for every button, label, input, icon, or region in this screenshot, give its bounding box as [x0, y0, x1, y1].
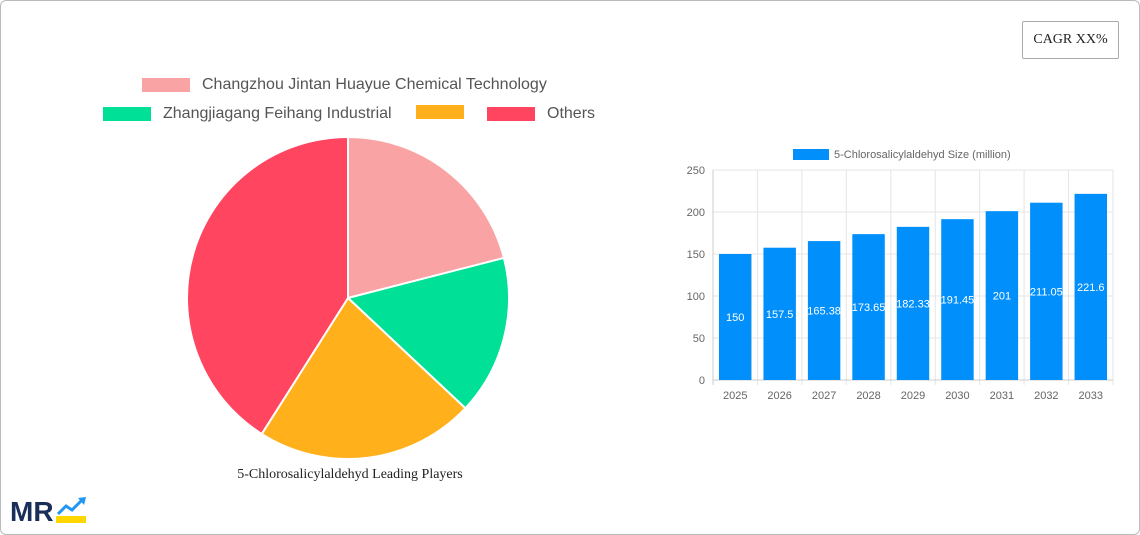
data-label: 191.45: [941, 295, 975, 307]
bar-legend[interactable]: 5-Chlorosalicylaldehyd Size (million): [793, 149, 1011, 161]
data-label: 173.65: [852, 302, 886, 314]
mr-forecast-logo: MR: [10, 496, 86, 526]
legend-swatch: [142, 78, 190, 92]
cagr-button[interactable]: CAGR XX%: [1022, 21, 1119, 59]
pie-slice-1[interactable]: [345, 256, 510, 410]
legend-swatch: [416, 105, 464, 119]
x-tick-label: 2031: [990, 390, 1014, 402]
legend-label: Others: [547, 105, 596, 122]
data-label: 150: [726, 312, 744, 324]
pie-slice-2[interactable]: [260, 296, 467, 460]
legend-item-2[interactable]: [416, 105, 476, 119]
y-tick-label: 100: [687, 291, 705, 303]
data-label: 157.5: [766, 309, 794, 321]
data-label: 201: [993, 291, 1011, 303]
bar-2027[interactable]: [807, 241, 841, 380]
bar-legend-label: 5-Chlorosalicylaldehyd Size (million): [834, 149, 1011, 161]
legend-swatch: [103, 107, 151, 121]
legend-item-0[interactable]: Changzhou Jintan Huayue Chemical Technol…: [142, 76, 547, 94]
x-tick-label: 2032: [1034, 390, 1058, 402]
x-tick-label: 2030: [945, 390, 969, 402]
svg-text:MR: MR: [10, 496, 54, 526]
data-label: 182.33: [896, 298, 930, 310]
data-label: 211.05: [1030, 286, 1063, 298]
x-tick-label: 2026: [767, 390, 791, 402]
legend-label: Zhangjiagang Feihang Industrial: [163, 105, 392, 122]
bar-chart: 5-Chlorosalicylaldehyd Size (million) 0 50…: [687, 149, 1114, 402]
legend-swatch: [487, 107, 535, 121]
data-label: 221.6: [1077, 282, 1105, 294]
pie-title: 5-Chlorosalicylaldehyd Leading Players: [237, 467, 463, 482]
bar-2026[interactable]: [763, 247, 796, 380]
y-tick-label: 200: [687, 207, 705, 219]
y-tick-label: 250: [687, 165, 705, 177]
bar-2032[interactable]: [1030, 202, 1063, 380]
x-tick-label: 2028: [856, 390, 880, 402]
pie-slice-0[interactable]: [347, 135, 506, 300]
pie-slice-3[interactable]: [186, 135, 349, 436]
bar-2033[interactable]: [1074, 193, 1107, 380]
bar-2028[interactable]: [852, 234, 885, 380]
x-tick-label: 2025: [723, 390, 747, 402]
bar-2031[interactable]: [985, 211, 1019, 380]
x-tick-label: 2029: [901, 390, 925, 402]
legend-item-3[interactable]: Others: [487, 105, 595, 123]
x-tick-label: 2027: [812, 390, 836, 402]
legend-label: Changzhou Jintan Huayue Chemical Technol…: [202, 76, 547, 93]
data-label: 165.38: [807, 306, 841, 318]
bar-2029[interactable]: [896, 226, 930, 380]
legend-item-1[interactable]: Zhangjiagang Feihang Industrial: [103, 105, 392, 123]
pie-chart: [186, 135, 510, 460]
y-tick-label: 50: [693, 333, 705, 345]
y-tick-label: 0: [699, 375, 705, 387]
x-tick-label: 2033: [1079, 390, 1103, 402]
y-tick-label: 150: [687, 249, 705, 261]
bar-2025[interactable]: [719, 254, 752, 380]
bar-2030[interactable]: [941, 219, 974, 380]
